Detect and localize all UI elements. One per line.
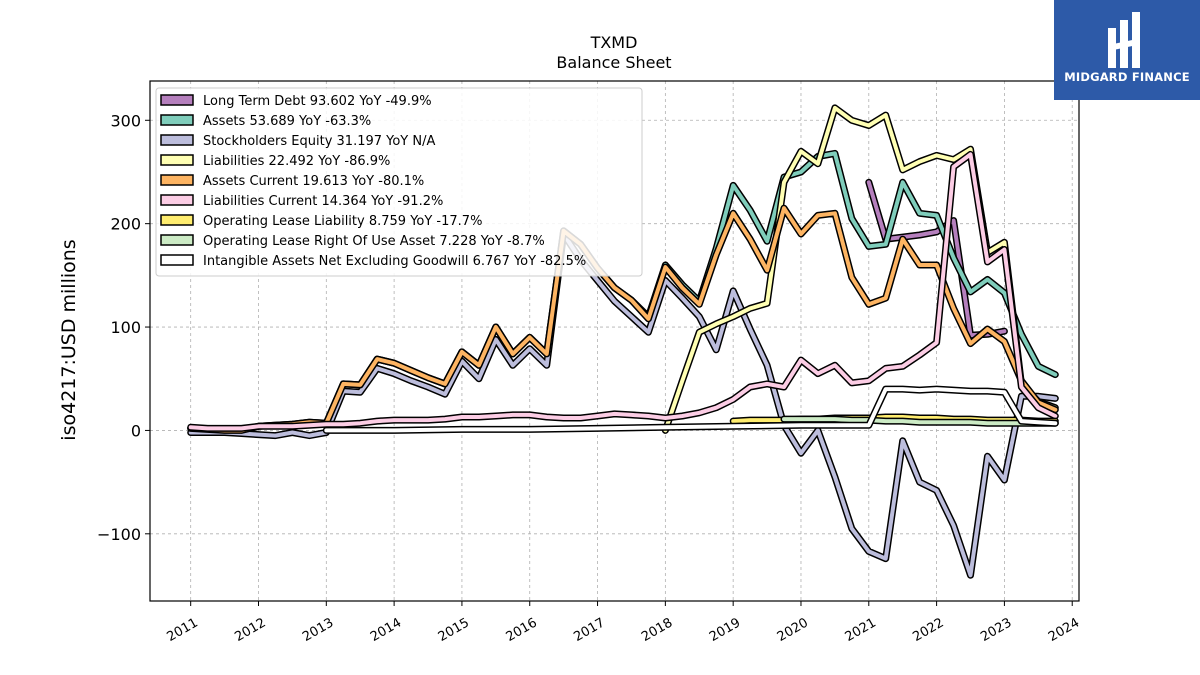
legend-label: Assets 53.689 YoY -63.3% [203, 114, 371, 129]
legend-item: Assets Current 19.613 YoY -80.1% [160, 174, 424, 189]
x-axis-ticks: 2011 2012 2013 2014 2015 2016 2017 2018 2019 2020… [165, 601, 1082, 645]
legend-swatch [160, 254, 194, 266]
y-tick-label: 200 [110, 215, 141, 234]
series-layer [187, 104, 1059, 579]
y-tick-label: −100 [97, 525, 141, 544]
legend-item: Stockholders Equity 31.197 YoY N/A [160, 134, 435, 149]
series-intangible-assets-net-excluding-goodwill [322, 385, 1059, 434]
x-tick-label: 2022 [910, 615, 946, 645]
series-stockholders-equity [187, 230, 1059, 579]
y-tick-label: 0 [131, 421, 141, 440]
x-tick-label: 2024 [1046, 615, 1082, 645]
x-tick-label: 2012 [232, 615, 268, 645]
y-axis-label: iso4217:USD millions [58, 239, 80, 440]
legend-label: Liabilities Current 14.364 YoY -91.2% [203, 194, 443, 209]
x-tick-label: 2013 [300, 615, 336, 645]
chart-title: TXMD [590, 33, 638, 52]
series-assets-current [187, 204, 1059, 434]
x-tick-label: 2023 [978, 615, 1014, 645]
x-tick-label: 2014 [368, 615, 404, 645]
legend-label: Intangible Assets Net Excluding Goodwill… [203, 254, 586, 269]
legend-item: Liabilities Current 14.364 YoY -91.2% [160, 194, 443, 209]
legend-swatch [160, 94, 194, 106]
legend-item: Assets 53.689 YoY -63.3% [160, 114, 371, 129]
x-tick-label: 2021 [843, 615, 879, 645]
x-tick-label: 2015 [436, 615, 472, 645]
series-line [782, 417, 1058, 426]
x-tick-label: 2016 [504, 615, 540, 645]
plot-frame [149, 80, 1080, 602]
x-tick-label: 2018 [639, 615, 675, 645]
midgard-logo-icon [1108, 12, 1140, 68]
legend-label: Stockholders Equity 31.197 YoY N/A [203, 134, 435, 149]
legend-item: Operating Lease Right Of Use Asset 7.228… [160, 234, 545, 249]
legend-label: Long Term Debt 93.602 YoY -49.9% [203, 94, 432, 109]
legend-item: Liabilities 22.492 YoY -86.9% [160, 154, 390, 169]
series-line [188, 152, 1058, 431]
legend-swatch [160, 154, 194, 166]
series-liabilities-current [187, 150, 1059, 432]
legend-swatch [160, 214, 194, 226]
brand-name: MIDGARD FINANCE [1064, 70, 1190, 84]
legend-swatch [160, 234, 194, 246]
series-liabilities [661, 104, 1059, 434]
legend: Long Term Debt 93.602 YoY -49.9% Assets 5… [155, 87, 643, 277]
legend-label: Assets Current 19.613 YoY -80.1% [203, 174, 424, 189]
brand-logo: MIDGARD FINANCE [1054, 0, 1200, 100]
series-line [188, 232, 1058, 578]
legend-swatch [160, 134, 194, 146]
legend-item: Operating Lease Liability 8.759 YoY -17.… [160, 214, 482, 229]
series-operating-lease-right-of-use-asset [780, 415, 1059, 427]
x-tick-label: 2019 [707, 615, 743, 645]
legend-label: Operating Lease Right Of Use Asset 7.228… [203, 234, 545, 249]
legend-swatch [160, 174, 194, 186]
series-line [188, 206, 1058, 433]
legend-item: Intangible Assets Net Excluding Goodwill… [160, 254, 586, 269]
legend-box [155, 87, 643, 277]
x-tick-label: 2017 [571, 615, 607, 645]
x-tick-label: 2011 [165, 615, 201, 645]
x-tick-label: 2020 [775, 615, 811, 645]
series-line [324, 387, 1058, 433]
series-line [663, 105, 1058, 433]
y-axis-ticks: −100 0 100 200 300 [97, 111, 150, 544]
legend-label: Liabilities 22.492 YoY -86.9% [203, 154, 390, 169]
legend-swatch [160, 194, 194, 206]
y-tick-label: 300 [110, 111, 141, 130]
legend-item: Long Term Debt 93.602 YoY -49.9% [160, 94, 432, 109]
legend-label: Operating Lease Liability 8.759 YoY -17.… [203, 214, 482, 229]
y-tick-label: 100 [110, 318, 141, 337]
series-outline [187, 230, 1059, 579]
legend-swatch [160, 114, 194, 126]
chart-subtitle: Balance Sheet [556, 53, 671, 72]
